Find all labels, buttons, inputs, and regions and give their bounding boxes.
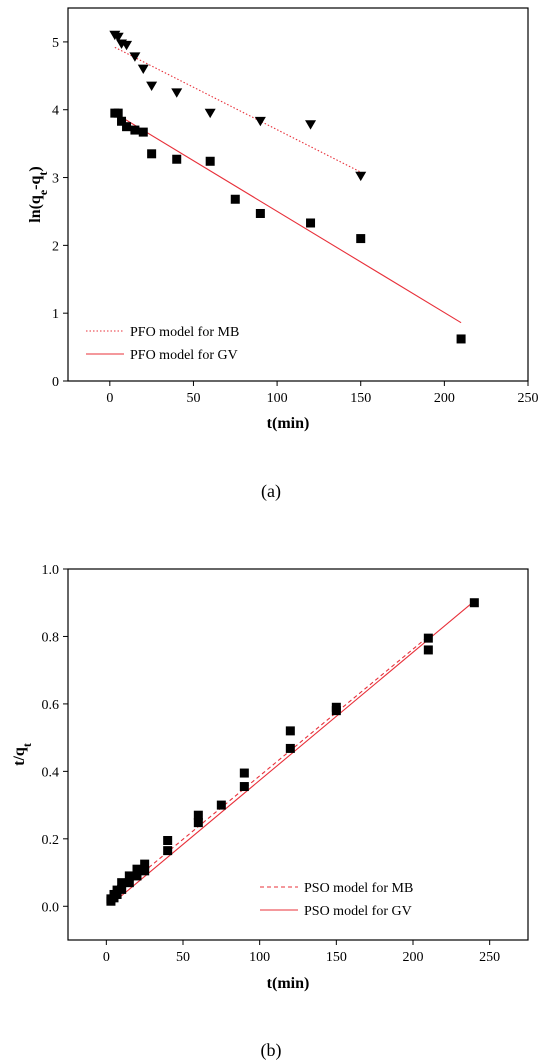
figure-caption: (a) <box>261 481 281 502</box>
y-tick-label: 3 <box>52 172 59 187</box>
data-point-gv <box>172 154 182 164</box>
data-point-gv <box>122 122 132 132</box>
data-point-mb <box>132 864 142 874</box>
x-tick-label: 100 <box>267 391 288 406</box>
data-point-gv <box>113 108 123 118</box>
data-point-gv <box>163 846 173 856</box>
x-tick-label: 50 <box>186 391 200 406</box>
y-tick-label: 0.8 <box>42 630 60 645</box>
data-point-gv <box>130 125 140 135</box>
data-point-gv <box>124 878 134 888</box>
y-tick-label: 1 <box>52 307 59 322</box>
y-tick-label: 1.0 <box>42 563 60 578</box>
data-point-mb <box>193 810 203 820</box>
plot-frame <box>67 7 529 382</box>
data-point-mb <box>112 32 124 43</box>
x-tick-label: 100 <box>249 950 270 965</box>
data-point-gv <box>138 127 148 137</box>
data-point-mb <box>355 171 367 182</box>
data-point-gv <box>140 866 150 876</box>
data-point-gv <box>423 645 433 655</box>
data-point-mb <box>305 120 317 130</box>
x-tick-label: 250 <box>479 950 500 965</box>
y-tick-label: 0.4 <box>42 765 60 780</box>
chart-a: 0 50 100 150 200 250 0 1 2 3 4 5 t(min) ln(qe-qt) PFO … <box>27 7 539 502</box>
data-point-mb <box>146 81 158 91</box>
x-axis-label: t(min) <box>267 975 310 992</box>
x-tick-label: 200 <box>403 950 424 965</box>
x-tick-label: 150 <box>326 950 347 965</box>
x-tick-label: 50 <box>176 950 190 965</box>
x-tick-label: 200 <box>434 391 455 406</box>
data-point-gv <box>117 116 127 126</box>
x-axis-label: t(min) <box>267 415 310 432</box>
legend-label: PFO model for GV <box>130 348 238 363</box>
data-point-gv <box>356 234 366 244</box>
data-point-gv <box>285 743 295 753</box>
data-point-mb <box>163 836 173 846</box>
data-point-mb <box>137 64 149 74</box>
y-tick-label: 5 <box>52 36 59 51</box>
data-point-gv <box>132 871 142 881</box>
data-point-mb <box>204 108 216 119</box>
data-point-mb <box>239 768 249 778</box>
fit-line-mb <box>110 636 429 900</box>
y-tick-label: 2 <box>52 239 59 254</box>
legend-label: PSO model for GV <box>304 904 412 919</box>
legend-label: PFO model for MB <box>130 325 239 340</box>
data-point-gv <box>147 149 157 159</box>
x-tick-label: 0 <box>106 391 113 406</box>
data-point-gv <box>117 884 127 894</box>
fit-line-gv <box>114 112 462 324</box>
y-axis-label: t/qt <box>11 743 34 766</box>
data-point-gv <box>255 208 265 218</box>
data-point-gv <box>205 156 215 166</box>
chart-b: 0 50 100 150 200 250 0.0 0.2 0.4 0.6 0.8 1.0 t(min) t… <box>11 563 529 1061</box>
y-axis-label: ln(qe-qt) <box>27 166 50 222</box>
data-point-gv <box>112 889 122 899</box>
y-tick-label: 0.6 <box>42 698 60 713</box>
data-point-mb <box>121 40 133 51</box>
x-tick-label: 250 <box>518 391 539 406</box>
legend-label: PSO model for MB <box>304 881 413 896</box>
data-point-mb <box>285 726 295 736</box>
data-point-gv <box>216 800 226 810</box>
data-point-gv <box>306 218 316 228</box>
data-point-gv <box>193 818 203 828</box>
data-point-mb <box>469 598 479 608</box>
fit-line-mb <box>114 46 361 173</box>
data-point-gv <box>456 334 466 344</box>
y-tick-label: 0.2 <box>42 833 60 848</box>
data-point-mb <box>423 633 433 643</box>
data-point-gv <box>239 782 249 792</box>
data-point-gv <box>230 194 240 204</box>
plot-frame <box>67 568 529 941</box>
x-tick-label: 150 <box>350 391 371 406</box>
data-point-mb <box>124 871 134 881</box>
data-point-mb <box>117 878 127 888</box>
figure-caption: (b) <box>261 1040 282 1061</box>
data-point-mb <box>129 52 141 62</box>
data-point-gv <box>331 706 341 716</box>
x-tick-label: 0 <box>103 950 110 965</box>
data-point-mb <box>171 88 183 98</box>
y-tick-label: 4 <box>52 104 59 119</box>
data-point-mb <box>140 859 150 869</box>
y-tick-label: 0 <box>52 375 59 390</box>
y-tick-label: 0.0 <box>42 900 60 915</box>
data-point-mb <box>254 116 266 127</box>
